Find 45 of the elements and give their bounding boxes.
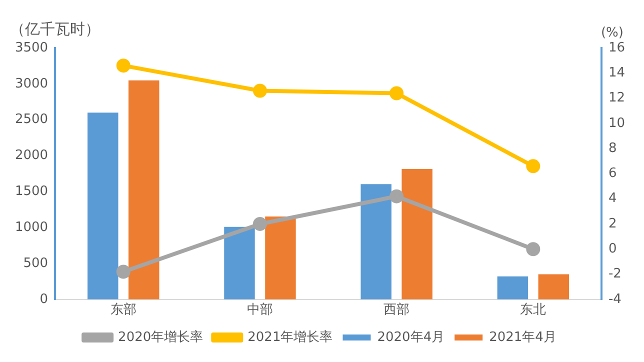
point <box>526 242 540 256</box>
bar <box>88 112 118 300</box>
y-tick-label: 500 <box>23 256 48 271</box>
x-tick-label: 西部 <box>384 302 410 318</box>
legend-label: 2021年增长率 <box>248 328 333 345</box>
point <box>526 159 540 174</box>
point <box>252 216 267 231</box>
y2-tick-label: 16 <box>608 40 626 56</box>
x-tick-label: 中部 <box>246 302 273 318</box>
y-tick-label: 1500 <box>14 184 48 200</box>
y2-tick-label: -2 <box>608 266 622 282</box>
y-tick-label: 2000 <box>14 148 48 164</box>
y-tick-label: 3000 <box>14 76 48 92</box>
x-tick-label: 东部 <box>110 302 136 318</box>
legend-label: 2020年4月 <box>377 330 445 345</box>
bar <box>497 276 528 300</box>
y2-tick-label: 14 <box>608 66 626 81</box>
y-tick-label: 3500 <box>14 40 48 56</box>
point <box>116 264 130 279</box>
point <box>116 58 130 73</box>
bar <box>538 274 570 300</box>
y2-tick-label: -4 <box>608 292 622 307</box>
y2-tick-label: 8 <box>608 140 617 156</box>
point <box>252 84 267 98</box>
y-tick-label: 0 <box>40 292 48 307</box>
y-tick-label: 1000 <box>14 220 48 235</box>
y2-tick-label: 4 <box>608 191 617 206</box>
bar <box>402 169 432 300</box>
bar <box>265 216 296 300</box>
legend-label: 2020年增长率 <box>118 328 204 345</box>
legend-label: 2021年4月 <box>489 330 556 345</box>
point <box>390 189 404 204</box>
point <box>390 86 404 100</box>
bar <box>360 184 392 300</box>
bar <box>224 226 255 300</box>
y2-tick-label: 6 <box>608 166 617 182</box>
y2-tick-label: 10 <box>608 116 626 131</box>
y2-tick-label: 0 <box>608 241 617 256</box>
y2-axis-title: (%) <box>600 25 624 40</box>
x-tick-label: 东北 <box>520 302 546 318</box>
y2-tick-label: 12 <box>608 90 626 106</box>
y2-tick-label: 2 <box>608 216 617 232</box>
y-tick-label: 2500 <box>14 112 48 128</box>
bar <box>128 80 160 300</box>
y-axis-title: （亿千瓦时） <box>10 20 100 38</box>
